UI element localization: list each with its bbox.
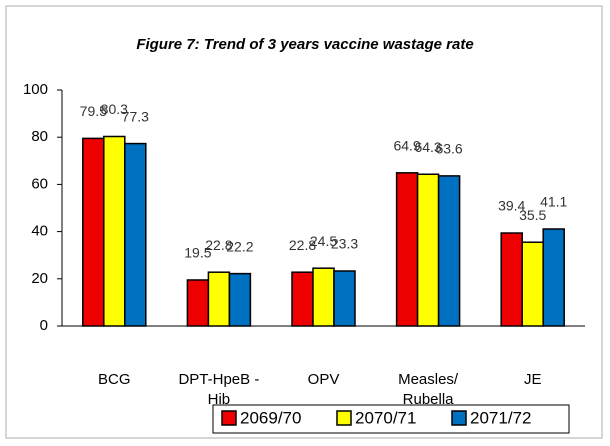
y-tick-label: 20: [31, 270, 48, 287]
bar: [437, 175, 461, 327]
value-label: 63.6: [435, 141, 462, 157]
value-label: 64.9: [393, 138, 420, 154]
value-label: 22.8: [205, 237, 232, 253]
bar: [124, 142, 147, 327]
bar: [500, 232, 523, 327]
legend-swatch: [336, 410, 352, 426]
value-label: 23.3: [331, 236, 358, 252]
chart-title: Figure 7: Trend of 3 years vaccine wasta…: [136, 36, 473, 53]
bar: [333, 270, 356, 327]
value-label: 80.3: [101, 101, 128, 117]
y-tick-label: 0: [40, 317, 48, 334]
bar: [416, 173, 440, 327]
legend-swatch: [221, 410, 237, 426]
x-tick-label: DPT-HpeB -Hib: [178, 371, 259, 408]
legend-swatch: [451, 410, 467, 426]
value-label: 79.5: [80, 103, 107, 119]
bar: [312, 267, 335, 327]
value-label: 24.5: [310, 233, 337, 249]
value-label: 22.8: [289, 237, 316, 253]
value-label: 64.3: [414, 139, 441, 155]
legend-box: [212, 404, 570, 434]
y-tick-label: 100: [23, 81, 48, 98]
y-tick-label: 60: [31, 175, 48, 192]
value-label: 35.5: [519, 207, 546, 223]
x-tick-label: JE: [524, 371, 542, 388]
x-tick-label: OPV: [308, 371, 340, 388]
value-label: 19.5: [184, 245, 211, 261]
x-tick-label: BCG: [98, 371, 131, 388]
bar: [186, 279, 210, 327]
legend-label: 2071/72: [470, 408, 531, 427]
bar: [228, 272, 252, 327]
bar: [395, 172, 419, 327]
bar: [82, 137, 105, 327]
bar: [103, 135, 126, 327]
y-tick-label: 40: [31, 223, 48, 240]
bar: [207, 271, 231, 327]
legend-label: 2069/70: [240, 408, 301, 427]
bar: [542, 228, 565, 327]
bar: [521, 241, 544, 327]
legend-label: 2070/71: [355, 408, 416, 427]
bar: [291, 271, 314, 327]
x-tick-label: Measles/Rubella: [398, 371, 459, 408]
value-label: 39.4: [498, 198, 525, 214]
value-label: 41.1: [540, 194, 567, 210]
value-label: 22.2: [226, 238, 253, 254]
legend: 2069/70 2070/71 2071/72: [212, 404, 570, 434]
y-tick-label: 80: [31, 128, 48, 145]
value-label: 77.3: [122, 108, 149, 124]
